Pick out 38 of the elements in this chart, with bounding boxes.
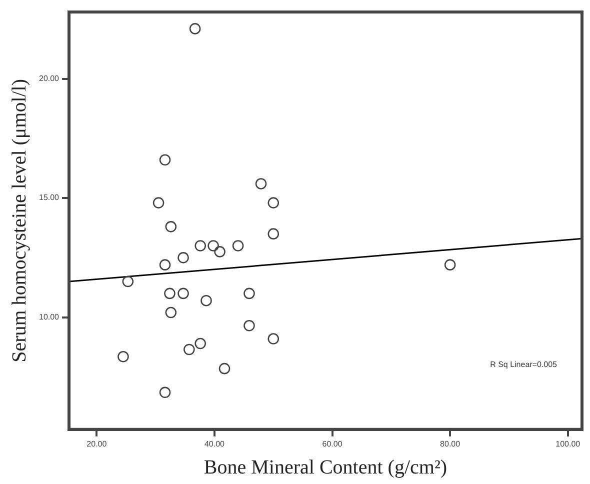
y-axis-title: Serum homocysteine level (μmol/l) <box>8 78 30 362</box>
point <box>232 240 244 252</box>
point <box>200 294 212 306</box>
point <box>184 344 195 356</box>
point <box>444 259 456 270</box>
point <box>164 288 176 300</box>
point <box>118 351 129 362</box>
point <box>165 221 177 232</box>
point <box>159 259 171 270</box>
point <box>194 338 206 350</box>
x-tick-label: 20.00 <box>86 439 108 448</box>
point <box>194 240 206 252</box>
point <box>244 320 255 332</box>
x-tick-label: 60.00 <box>322 439 343 448</box>
annotation: R Sq Linear=0.005 <box>490 360 558 369</box>
point <box>244 288 255 300</box>
point <box>178 288 189 300</box>
point <box>152 197 164 208</box>
point <box>218 362 230 374</box>
point <box>178 252 189 264</box>
x-tick-label: 40.00 <box>204 439 226 448</box>
point <box>159 154 171 166</box>
point <box>255 178 267 190</box>
x-tick-label: 100.00 <box>556 439 581 448</box>
point <box>268 197 280 208</box>
x-axis-title: Bone Mineral Content (g/cm²) <box>204 456 448 478</box>
y-tick-label: 15.00 <box>38 193 60 202</box>
point <box>268 333 280 344</box>
point <box>268 228 280 240</box>
x-tick-label: 80.00 <box>440 439 461 448</box>
point <box>165 306 177 318</box>
point <box>159 386 171 398</box>
point <box>122 276 134 288</box>
point <box>189 23 201 34</box>
y-tick-label: 10.00 <box>38 312 60 322</box>
y-tick-label: 20.00 <box>38 74 60 83</box>
point <box>208 240 219 252</box>
point <box>214 246 226 258</box>
